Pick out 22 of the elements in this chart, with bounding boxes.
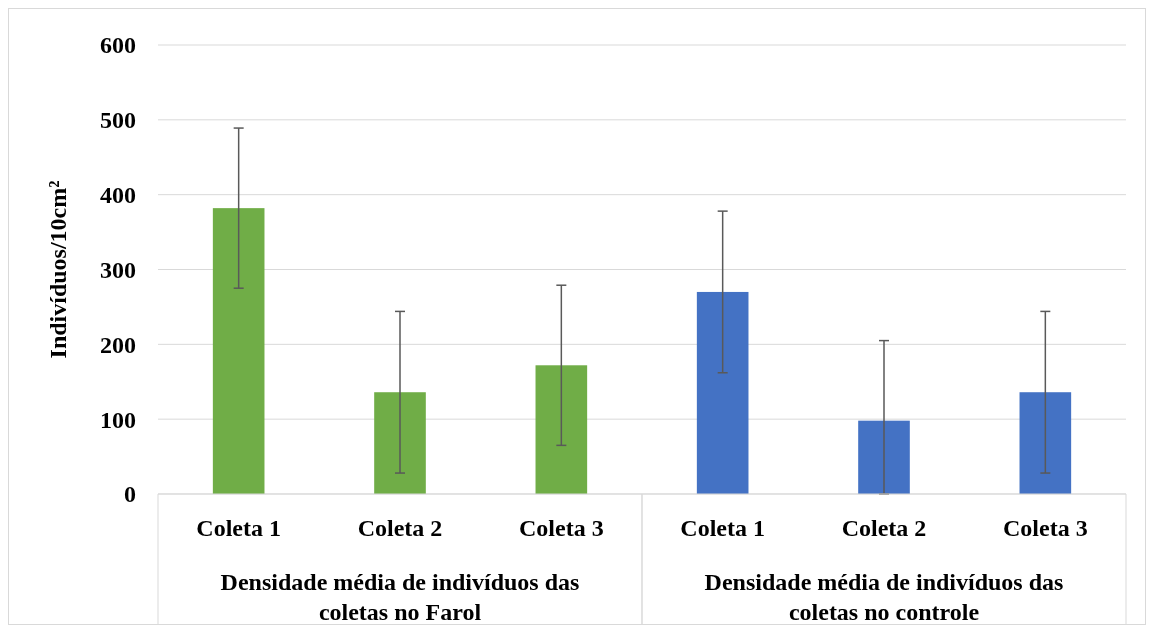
bar (212, 208, 265, 494)
y-tick-label: 0 (124, 481, 136, 508)
bar (1019, 392, 1072, 494)
y-tick-label: 200 (100, 331, 136, 358)
y-tick-label: 100 (100, 406, 136, 433)
x-tick-label: Coleta 2 (841, 515, 927, 541)
y-tick-label: 300 (100, 256, 136, 283)
text: Densidade média de indivíduos das coletas no Farol (220, 569, 580, 625)
text: Densidade média de indivíduos das coletas no controle (704, 569, 1064, 625)
bar (535, 365, 588, 494)
x-tick-label: Coleta 1 (680, 515, 765, 541)
y-tick-label: 400 (100, 182, 136, 209)
x-tick-label: Coleta 3 (1003, 515, 1088, 541)
y-tick-label: 500 (100, 107, 136, 134)
y-axis-title: Indivíduos/10cm² (45, 180, 71, 359)
x-tick-label: Coleta 2 (357, 515, 443, 541)
bar (858, 420, 910, 494)
bar (374, 392, 426, 494)
x-tick-label: Coleta 1 (196, 515, 281, 541)
y-tick-label: 600 (100, 32, 136, 59)
bar (696, 291, 749, 494)
x-tick-label: Coleta 3 (519, 515, 604, 541)
